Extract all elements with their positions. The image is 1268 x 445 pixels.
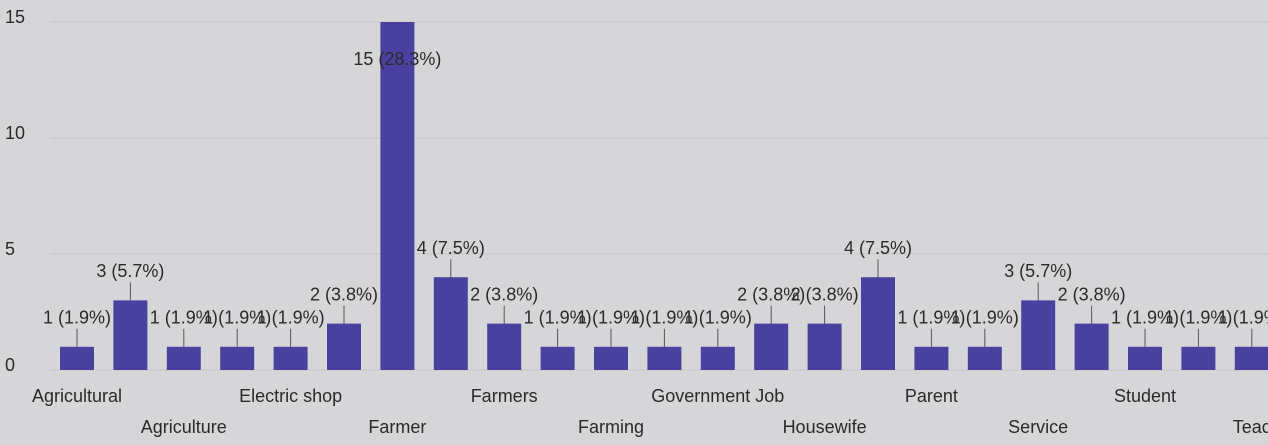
value-label: 15 (28.3%) bbox=[353, 49, 441, 69]
value-label: 4 (7.5%) bbox=[844, 238, 912, 258]
bar bbox=[380, 22, 415, 370]
y-tick-label: 0 bbox=[5, 355, 15, 375]
bar bbox=[861, 277, 895, 370]
x-tick-label: Government Job bbox=[651, 386, 784, 406]
bar bbox=[113, 300, 148, 370]
value-label: 2 (3.8%) bbox=[791, 284, 859, 304]
y-tick-label: 5 bbox=[5, 239, 15, 259]
bar bbox=[487, 323, 522, 370]
value-label: 2 (3.8%) bbox=[1058, 284, 1126, 304]
value-label: 1 (1.9%) bbox=[684, 308, 752, 328]
x-tick-label: Student bbox=[1114, 386, 1176, 406]
bar bbox=[1181, 346, 1216, 370]
x-tick-label: Agricultural bbox=[32, 386, 122, 406]
bar bbox=[433, 277, 468, 370]
bar bbox=[166, 346, 201, 370]
bar bbox=[60, 346, 94, 370]
value-label: 1 (1.9%) bbox=[1111, 308, 1179, 328]
bar bbox=[327, 323, 361, 370]
bar bbox=[540, 346, 575, 370]
bar bbox=[220, 346, 255, 370]
bar bbox=[967, 346, 1002, 370]
value-label: 2 (3.8%) bbox=[310, 284, 378, 304]
value-label: 1 (1.9%) bbox=[203, 308, 271, 328]
x-tick-label: Electric shop bbox=[239, 386, 342, 406]
value-label: 1 (1.9%) bbox=[1218, 308, 1268, 328]
y-tick-label: 10 bbox=[5, 123, 25, 143]
bar bbox=[1021, 300, 1056, 370]
value-label: 1 (1.9%) bbox=[150, 308, 218, 328]
value-label: 1 (1.9%) bbox=[1164, 308, 1232, 328]
x-tick-label: Parent bbox=[905, 386, 958, 406]
value-label: 2 (3.8%) bbox=[470, 284, 538, 304]
bar bbox=[700, 346, 735, 370]
x-tick-label: Farming bbox=[578, 417, 644, 437]
bar bbox=[807, 323, 842, 370]
value-label: 1 (1.9%) bbox=[897, 308, 965, 328]
value-label: 1 (1.9%) bbox=[524, 308, 592, 328]
bar bbox=[1128, 346, 1162, 370]
bar bbox=[647, 346, 682, 370]
x-tick-label: Farmers bbox=[471, 386, 538, 406]
value-label: 1 (1.9%) bbox=[43, 308, 111, 328]
x-tick-label: Service bbox=[1008, 417, 1068, 437]
value-label: 1 (1.9%) bbox=[630, 308, 698, 328]
bar bbox=[1074, 323, 1109, 370]
value-label: 3 (5.7%) bbox=[96, 261, 164, 281]
value-label: 1 (1.9%) bbox=[951, 308, 1019, 328]
x-tick-label: Teac bbox=[1233, 417, 1268, 437]
y-tick-label: 15 bbox=[5, 7, 25, 27]
x-tick-label: Housewife bbox=[783, 417, 867, 437]
x-tick-label: Farmer bbox=[368, 417, 426, 437]
value-label: 4 (7.5%) bbox=[417, 238, 485, 258]
value-label: 1 (1.9%) bbox=[257, 308, 325, 328]
bar bbox=[1234, 346, 1268, 370]
bar bbox=[273, 346, 308, 370]
value-label: 1 (1.9%) bbox=[577, 308, 645, 328]
x-tick-label: Agriculture bbox=[141, 417, 227, 437]
bar bbox=[594, 346, 628, 370]
bar bbox=[914, 346, 949, 370]
value-label: 3 (5.7%) bbox=[1004, 261, 1072, 281]
bar bbox=[754, 323, 789, 370]
value-label: 2 (3.8%) bbox=[737, 284, 805, 304]
